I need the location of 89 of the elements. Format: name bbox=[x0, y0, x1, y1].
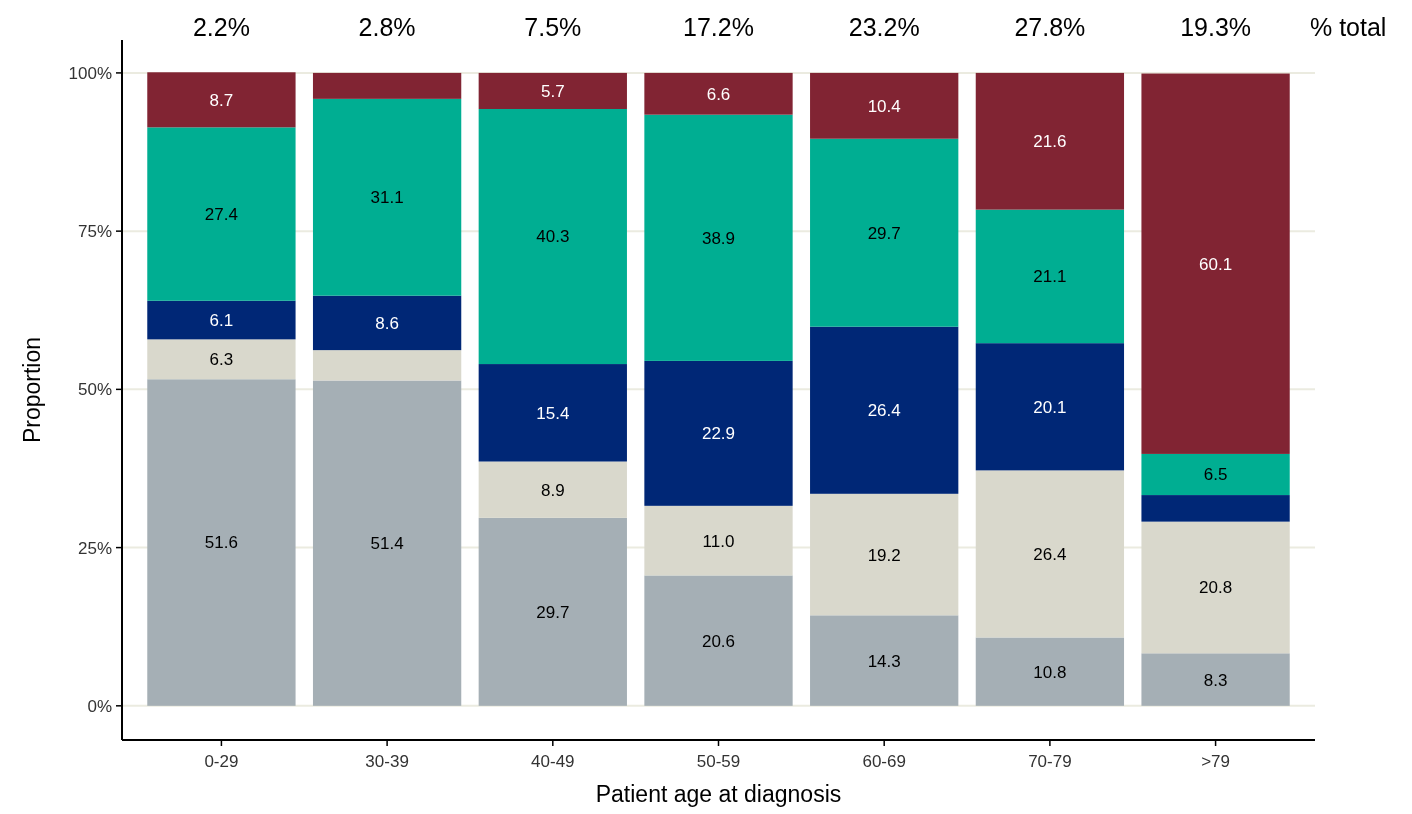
data-label: 20.6 bbox=[701, 631, 736, 651]
x-tick-label: 30-39 bbox=[365, 752, 409, 771]
data-label: 11.0 bbox=[702, 531, 735, 551]
bar bbox=[810, 615, 959, 706]
data-label: 6.1 bbox=[209, 311, 234, 331]
bar bbox=[810, 72, 959, 139]
data-label: 8.3 bbox=[1203, 670, 1228, 690]
x-tick-label: 70-79 bbox=[1028, 752, 1072, 771]
bar bbox=[147, 300, 296, 340]
x-axis-title: Patient age at diagnosis bbox=[595, 781, 842, 807]
bar bbox=[147, 127, 296, 301]
data-label: 6.5 bbox=[1203, 465, 1228, 485]
data-label: 8.7 bbox=[209, 90, 234, 110]
data-label: 60.1 bbox=[1199, 254, 1233, 274]
data-label: 8.6 bbox=[375, 313, 399, 333]
data-label: 15.4 bbox=[536, 403, 570, 423]
bar bbox=[478, 364, 627, 462]
data-label: 26.4 bbox=[867, 401, 901, 421]
bar bbox=[147, 379, 296, 706]
annotation: 2.2% bbox=[192, 13, 250, 41]
bar bbox=[312, 380, 462, 706]
data-label: 21.6 bbox=[1033, 132, 1067, 152]
y-axis-title: Proportion bbox=[19, 336, 45, 444]
data-label: 38.9 bbox=[701, 228, 736, 248]
x-tick-label: 60-69 bbox=[862, 752, 906, 771]
bar bbox=[810, 326, 959, 494]
data-label: 20.1 bbox=[1033, 397, 1067, 417]
y-tick-label: 100% bbox=[68, 63, 112, 83]
y-tick-label: 75% bbox=[77, 222, 112, 242]
bar bbox=[1141, 521, 1290, 654]
bar bbox=[644, 360, 793, 506]
data-label: 14.3 bbox=[867, 651, 901, 671]
data-label: 51.6 bbox=[204, 533, 238, 553]
bar bbox=[644, 72, 793, 115]
y-tick-label: 50% bbox=[77, 380, 112, 400]
bar bbox=[975, 72, 1125, 210]
data-label: 31.1 bbox=[370, 188, 404, 208]
data-label: 21.1 bbox=[1033, 267, 1067, 287]
bar bbox=[810, 493, 959, 616]
x-tick-label: 0-29 bbox=[204, 752, 239, 771]
data-label: 29.7 bbox=[536, 602, 570, 622]
data-label: 8.9 bbox=[540, 480, 565, 500]
bar bbox=[644, 575, 793, 706]
bar bbox=[644, 114, 793, 361]
data-label: 19.2 bbox=[867, 545, 901, 565]
annotation: 19.3% bbox=[1180, 13, 1252, 41]
data-label: 5.7 bbox=[540, 81, 565, 101]
data-label: 22.9 bbox=[701, 424, 736, 444]
bar bbox=[1141, 73, 1290, 454]
annotation: 7.5% bbox=[524, 13, 582, 41]
bar bbox=[312, 98, 462, 296]
bar bbox=[478, 517, 627, 706]
x-tick-label: 40-49 bbox=[531, 752, 575, 771]
bar bbox=[312, 72, 462, 99]
annotation: % total bbox=[1310, 13, 1387, 41]
data-label: 6.6 bbox=[706, 84, 731, 104]
bar bbox=[810, 138, 959, 327]
data-label: 20.8 bbox=[1199, 578, 1233, 598]
data-label: 51.4 bbox=[370, 534, 404, 554]
data-label: 10.8 bbox=[1033, 662, 1067, 682]
annotation: 27.8% bbox=[1014, 13, 1086, 41]
data-label: 10.4 bbox=[867, 96, 901, 116]
data-label: 27.4 bbox=[204, 205, 238, 224]
bar bbox=[478, 461, 627, 518]
data-label: 26.4 bbox=[1033, 544, 1067, 564]
data-label: 40.3 bbox=[536, 227, 570, 247]
x-tick-label: >79 bbox=[1201, 752, 1231, 771]
bar bbox=[1141, 653, 1290, 706]
data-label: 6.3 bbox=[209, 350, 234, 370]
bar bbox=[147, 339, 296, 380]
bar bbox=[1141, 495, 1290, 522]
bar bbox=[975, 209, 1125, 344]
y-tick-label: 25% bbox=[77, 538, 112, 558]
x-tick-label: 50-59 bbox=[696, 752, 741, 771]
bar bbox=[312, 295, 462, 351]
bar bbox=[644, 505, 793, 576]
bar bbox=[478, 108, 627, 365]
bar bbox=[1141, 453, 1290, 496]
bar bbox=[975, 637, 1125, 706]
annotation: 23.2% bbox=[848, 13, 920, 41]
bar bbox=[975, 343, 1125, 471]
data-label: 29.7 bbox=[867, 223, 901, 243]
annotation: 2.8% bbox=[358, 13, 416, 41]
bar bbox=[147, 72, 296, 128]
annotation: 17.2% bbox=[683, 13, 754, 41]
bar bbox=[312, 350, 462, 381]
y-tick-label: 0% bbox=[87, 696, 112, 716]
bar bbox=[975, 470, 1125, 638]
bar bbox=[478, 72, 627, 109]
